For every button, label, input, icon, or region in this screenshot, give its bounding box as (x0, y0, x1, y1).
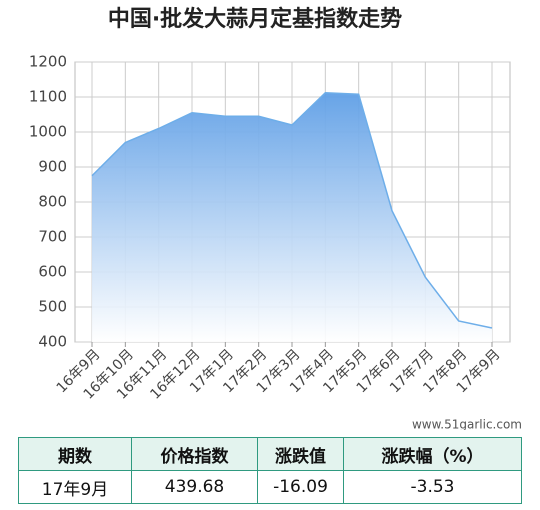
y-tick-label: 1200 (29, 53, 67, 71)
header-cell: 期数 (18, 437, 132, 471)
chart: 中国·批发大蒜月定基指数走势 www.51garlic.com 400 500 60… (29, 6, 522, 431)
header-row: 期数 价格指数 涨跌值 涨跌幅（%） (18, 437, 522, 471)
header-cell: 涨跌值 (257, 437, 344, 471)
y-tick-label: 1100 (29, 88, 67, 106)
summary-table: 期数 价格指数 涨跌值 涨跌幅（%） 17年9月 439.68 -16.09 -… (18, 437, 522, 504)
y-tick-label: 900 (38, 158, 67, 176)
cell: 17年9月 (18, 470, 132, 504)
cell: 439.68 (131, 470, 258, 504)
y-tick-label: 500 (38, 298, 67, 316)
watermark: www.51garlic.com (412, 418, 522, 431)
chart-title: 中国·批发大蒜月定基指数走势 (108, 6, 402, 32)
cell: -3.53 (343, 470, 522, 504)
header-cell: 涨跌幅（%） (343, 437, 522, 471)
y-tick-label: 1000 (29, 123, 67, 141)
y-tick-label: 400 (38, 333, 67, 351)
y-tick-label: 700 (38, 228, 67, 246)
line (91, 92, 493, 329)
data-row: 17年9月 439.68 -16.09 -3.53 (18, 470, 522, 504)
y-tick-label: 600 (38, 263, 67, 281)
area (92, 92, 492, 342)
header-cell: 价格指数 (131, 437, 258, 471)
cell: -16.09 (257, 470, 344, 504)
y-tick-label: 800 (38, 193, 67, 211)
